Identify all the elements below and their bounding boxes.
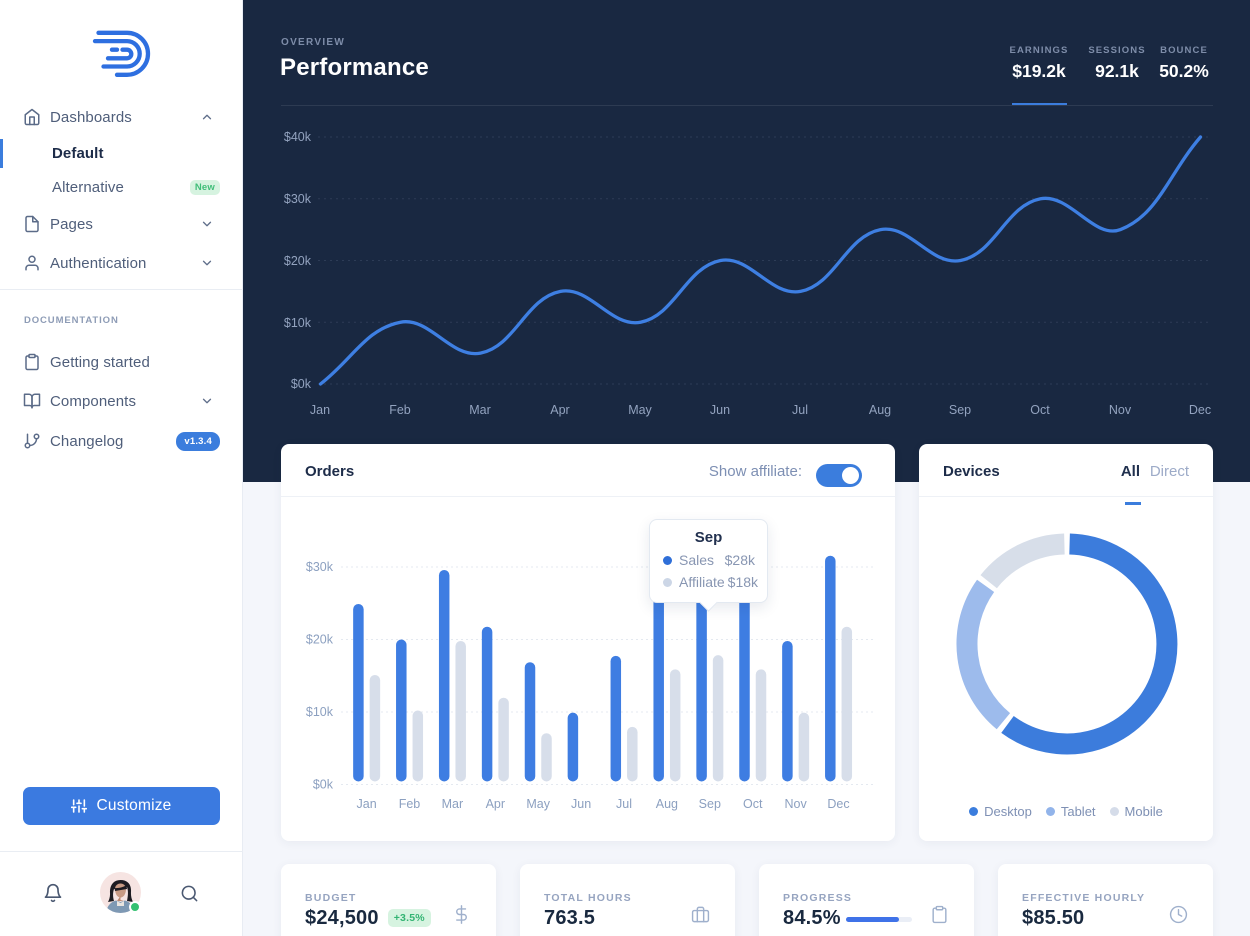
svg-text:Feb: Feb	[389, 403, 411, 417]
svg-text:Jul: Jul	[616, 797, 632, 811]
svg-text:$0k: $0k	[291, 377, 312, 391]
svg-text:Oct: Oct	[1030, 403, 1050, 417]
svg-text:Oct: Oct	[743, 797, 763, 811]
svg-text:Nov: Nov	[784, 797, 807, 811]
svg-text:Aug: Aug	[869, 403, 891, 417]
svg-text:Nov: Nov	[1109, 403, 1132, 417]
svg-text:Jul: Jul	[792, 403, 808, 417]
svg-text:Apr: Apr	[550, 403, 569, 417]
svg-text:Jan: Jan	[357, 797, 377, 811]
svg-text:Dec: Dec	[827, 797, 849, 811]
svg-text:$20k: $20k	[284, 254, 312, 268]
svg-text:$10k: $10k	[284, 316, 312, 330]
svg-text:Feb: Feb	[399, 797, 421, 811]
svg-text:Dec: Dec	[1189, 403, 1211, 417]
svg-text:Apr: Apr	[486, 797, 505, 811]
svg-text:Jun: Jun	[710, 403, 730, 417]
svg-text:Mar: Mar	[442, 797, 464, 811]
svg-text:Jun: Jun	[571, 797, 591, 811]
svg-text:May: May	[526, 797, 550, 811]
svg-text:Sep: Sep	[949, 403, 971, 417]
svg-text:$30k: $30k	[284, 192, 312, 206]
svg-text:$0k: $0k	[313, 778, 334, 792]
svg-text:Sep: Sep	[699, 797, 721, 811]
svg-text:$20k: $20k	[306, 633, 334, 647]
svg-text:$10k: $10k	[306, 705, 334, 719]
svg-text:Aug: Aug	[656, 797, 678, 811]
svg-text:$40k: $40k	[284, 130, 312, 144]
svg-text:Jan: Jan	[310, 403, 330, 417]
svg-text:$30k: $30k	[306, 560, 334, 574]
svg-text:May: May	[628, 403, 652, 417]
svg-text:Mar: Mar	[469, 403, 491, 417]
